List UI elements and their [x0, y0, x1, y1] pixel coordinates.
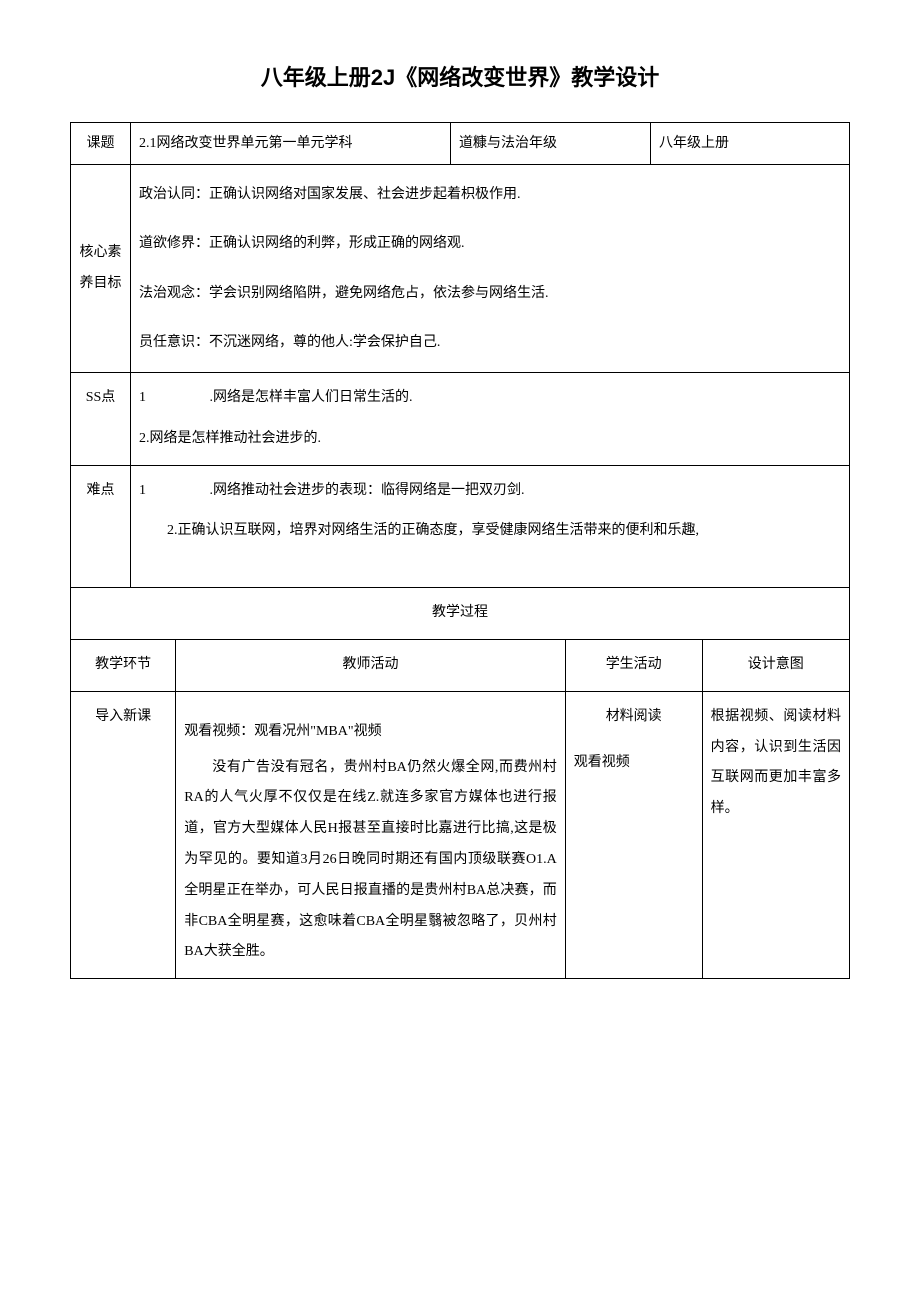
row1-teacher-para: 没有广告没有冠名，贵州村BA仍然火爆全网,而费州村RA的人气火厚不仅仅是在线Z.… [184, 753, 557, 969]
keypoints-content: 1 .网络是怎样丰富人们日常生活的. 2.网络是怎样推动社会进步的. [131, 372, 850, 465]
page-title: 八年级上册2J《网络改变世界》教学设计 [70, 60, 850, 92]
process-table: 教学环节 教师活动 学生活动 设计意图 导入新课 观看视频：观看况州"MBA"视… [70, 640, 850, 979]
difficulty-1-num: 1 [139, 483, 146, 498]
difficulties-content: 1 .网络推动社会进步的表现：临得网络是一把双刃剑. 2.正确认识互联网，培界对… [131, 465, 850, 588]
process-header: 教学过程 [71, 588, 850, 640]
col-env-header: 教学环节 [71, 640, 176, 691]
lesson-plan-table: 课题 2.1网络改变世界单元第一单元学科 道糠与法治年级 八年级上册 核心素养目… [70, 122, 850, 640]
difficulties-label: 难点 [71, 465, 131, 588]
subject-label: 道糠与法治年级 [451, 123, 651, 165]
goal-line-3: 法治观念：学会识别网络陷阱，避免网络危占，依法参与网络生活. [139, 274, 841, 313]
goal-line-4: 员任意识：不沉迷网络，尊的他人:学会保护自己. [139, 323, 841, 362]
col-teacher-header: 教师活动 [176, 640, 566, 691]
goals-content: 政治认同：正确认识网络对国家发展、社会进步起着枳极作用. 道欲修界：正确认识网络… [131, 165, 850, 373]
row1-student-line1: 材料阅读 [574, 702, 694, 733]
row1-student: 材料阅读 观看视频 [565, 691, 702, 978]
goal-line-2: 道欲修界：正确认识网络的利弊，形成正确的网络观. [139, 224, 841, 263]
keypoint-1-text: .网络是怎样丰富人们日常生活的. [210, 390, 413, 405]
col-student-header: 学生活动 [565, 640, 702, 691]
process-header-row: 教学过程 [71, 588, 850, 640]
grade-value: 八年级上册 [651, 123, 850, 165]
difficulty-2: 2.正确认识互联网，培界对网络生活的正确态度，享受健康网络生活带来的便利和乐趣, [139, 516, 841, 547]
keypoints-row: SS点 1 .网络是怎样丰富人们日常生活的. 2.网络是怎样推动社会进步的. [71, 372, 850, 465]
goals-label: 核心素养目标 [71, 165, 131, 373]
keypoint-2: 2.网络是怎样推动社会进步的. [139, 424, 841, 455]
goal-line-1: 政治认同：正确认识网络对国家发展、社会进步起着枳极作用. [139, 175, 841, 214]
row1-student-line2: 观看视频 [574, 748, 694, 779]
goals-row: 核心素养目标 政治认同：正确认识网络对国家发展、社会进步起着枳极作用. 道欲修界… [71, 165, 850, 373]
difficulty-1: 1 .网络推动社会进步的表现：临得网络是一把双刃剑. [139, 476, 841, 507]
keypoints-label: SS点 [71, 372, 131, 465]
difficulties-row: 难点 1 .网络推动社会进步的表现：临得网络是一把双刃剑. 2.正确认识互联网，… [71, 465, 850, 588]
row1-teacher: 观看视频：观看况州"MBA"视频 没有广告没有冠名，贵州村BA仍然火爆全网,而费… [176, 691, 566, 978]
row1-env: 导入新课 [71, 691, 176, 978]
difficulty-1-text: .网络推动社会进步的表现：临得网络是一把双刃剑. [210, 483, 525, 498]
topic-label: 课题 [71, 123, 131, 165]
process-row-1: 导入新课 观看视频：观看况州"MBA"视频 没有广告没有冠名，贵州村BA仍然火爆… [71, 691, 850, 978]
row1-design: 根据视频、阅读材料内容，认识到生活因互联网而更加丰富多样。 [702, 691, 849, 978]
header-row: 课题 2.1网络改变世界单元第一单元学科 道糠与法治年级 八年级上册 [71, 123, 850, 165]
keypoint-1: 1 .网络是怎样丰富人们日常生活的. [139, 383, 841, 414]
col-design-header: 设计意图 [702, 640, 849, 691]
keypoint-1-num: 1 [139, 390, 146, 405]
topic-value: 2.1网络改变世界单元第一单元学科 [131, 123, 451, 165]
process-columns-row: 教学环节 教师活动 学生活动 设计意图 [71, 640, 850, 691]
row1-teacher-line1: 观看视频：观看况州"MBA"视频 [184, 717, 557, 748]
